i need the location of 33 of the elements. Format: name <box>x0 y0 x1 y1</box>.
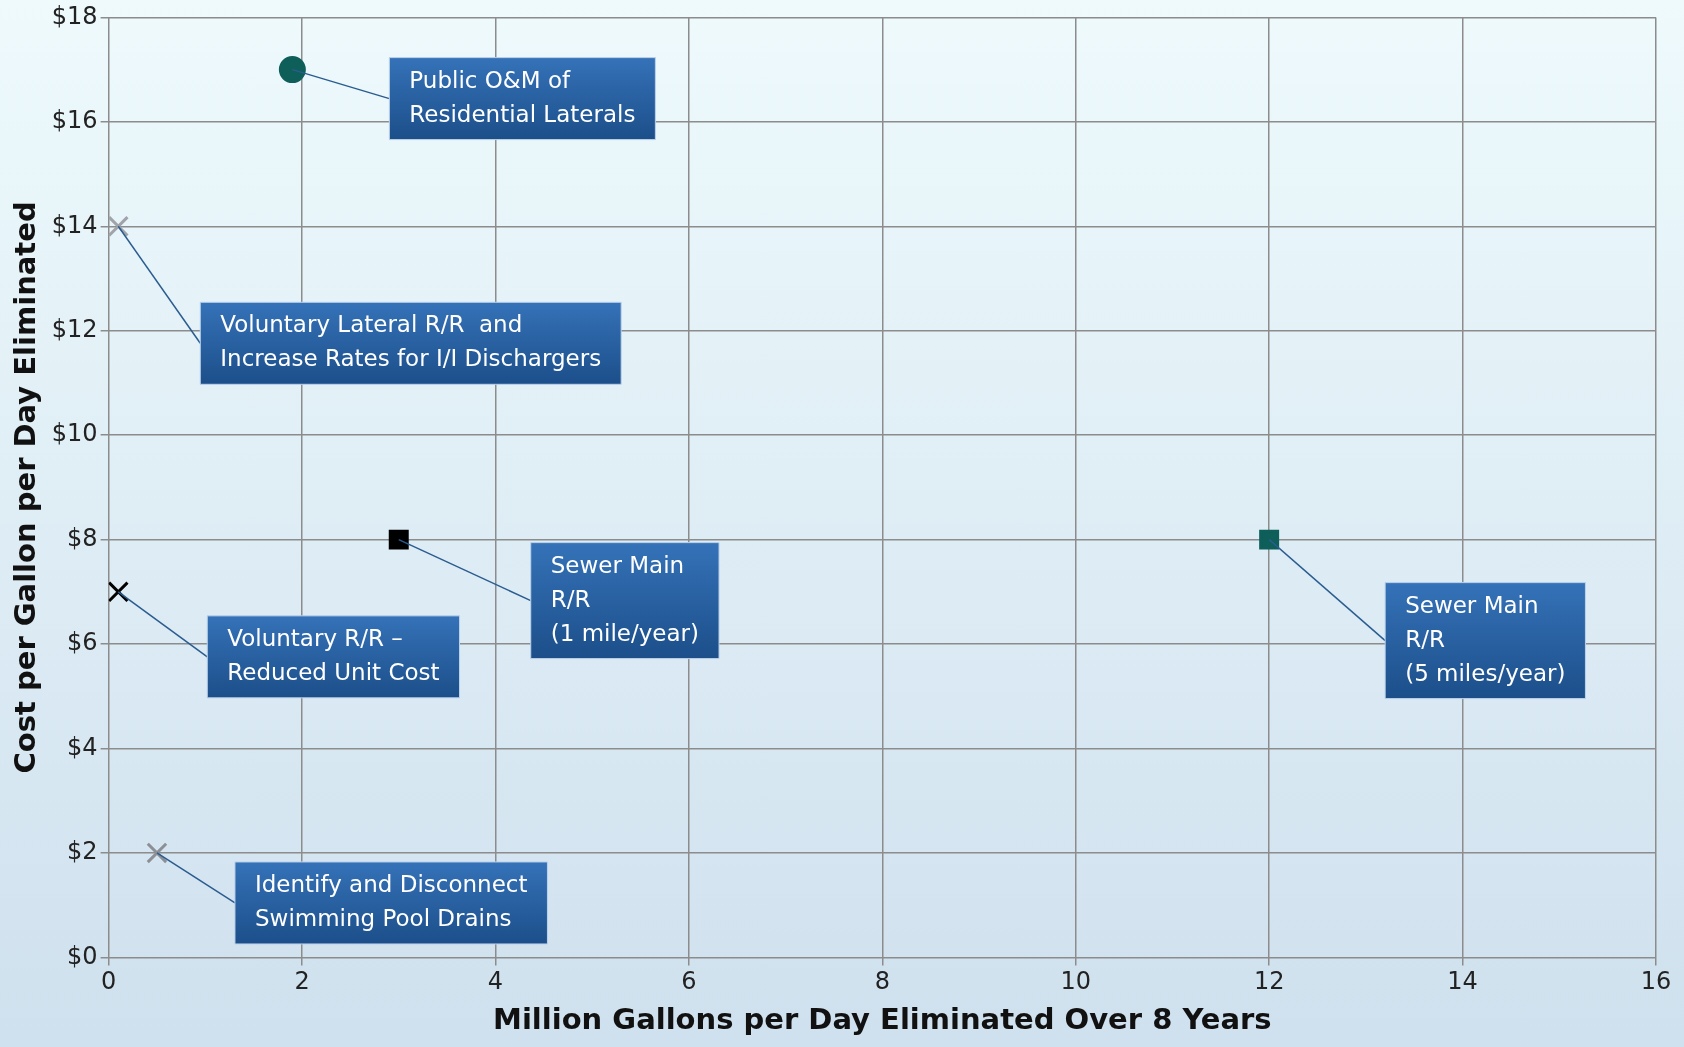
y-tick-label: $12 <box>51 314 98 343</box>
y-tick-label: $4 <box>67 732 98 761</box>
y-tick-label: $6 <box>67 628 98 657</box>
annotation: Sewer Main R/R (1 mile/year) <box>550 551 700 646</box>
x-tick-label: 4 <box>487 967 504 996</box>
point <box>108 215 129 237</box>
x-tick-label: 0 <box>100 967 117 996</box>
x-tick-label: 2 <box>294 967 310 996</box>
y-tick-label: $8 <box>67 523 98 552</box>
y-tick-label: $2 <box>67 837 98 866</box>
y-tick-label: $0 <box>67 941 98 970</box>
y-tick-label: $14 <box>51 210 98 239</box>
x-tick-label: 10 <box>1060 967 1091 996</box>
x-tick-label: 16 <box>1640 967 1672 996</box>
point <box>1259 529 1280 550</box>
annotation: Voluntary Lateral R/R and Increase Rates for I/I Dischargers <box>220 311 602 372</box>
point <box>278 56 306 84</box>
annotation: Public O&M of Residential Laterals <box>409 66 636 127</box>
y-tick-label: $18 <box>51 1 98 30</box>
point <box>388 529 409 550</box>
annotation: Voluntary R/R – Reduced Unit Cost <box>227 624 440 685</box>
point <box>146 842 168 864</box>
x-axis-title: Million Gallons per Day Eliminated Over 8 Years <box>493 1002 1272 1037</box>
annotation: Identify and Disconnect Swimming Pool Drains <box>254 870 528 931</box>
annotation: Sewer Main R/R (5 miles/year) <box>1405 591 1566 686</box>
y-tick-label: $10 <box>51 419 98 448</box>
x-tick-label: 6 <box>681 967 697 996</box>
x-tick-label: 8 <box>874 967 890 996</box>
y-axis-title: Cost per Gallon per Day Eliminated <box>7 201 42 774</box>
point <box>108 581 129 603</box>
y-tick-label: $16 <box>51 106 98 135</box>
x-tick-label: 14 <box>1447 967 1478 996</box>
x-tick-label: 12 <box>1253 967 1285 996</box>
